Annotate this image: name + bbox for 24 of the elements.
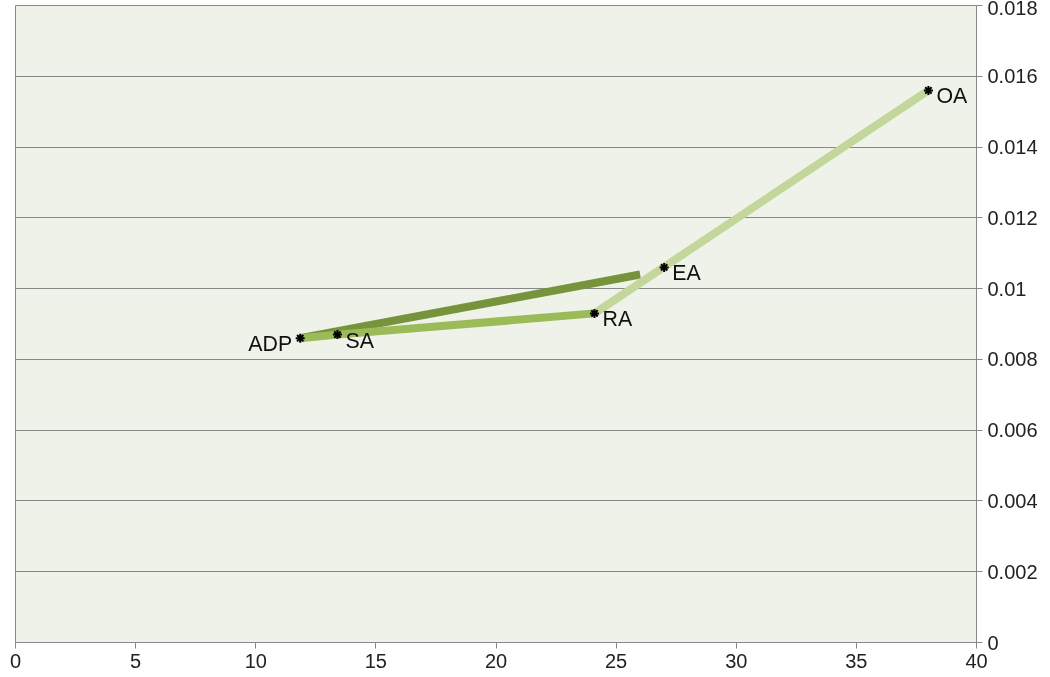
x-tick-label: 25	[605, 649, 628, 672]
y-tick-label: 0.01	[987, 277, 1027, 300]
y-tick-label: 0.004	[987, 489, 1038, 512]
y-tick-label: 0.012	[987, 206, 1038, 229]
annotation: EA	[672, 261, 702, 286]
x-tick-label: 5	[130, 649, 142, 672]
y-tick-label: 0.006	[987, 419, 1038, 442]
y-tick-label: 0.002	[987, 560, 1038, 583]
x-tick-label: 10	[244, 649, 267, 672]
annotation: ADP	[248, 332, 293, 357]
y-tick-label: 0.018	[987, 0, 1038, 19]
y-tick-label: 0.008	[987, 348, 1038, 371]
annotation: RA	[602, 307, 633, 332]
x-tick-label: 40	[965, 649, 988, 672]
x-tick-label: 15	[364, 649, 387, 672]
x-tick-label: 30	[725, 649, 748, 672]
y-tick-label: 0.014	[987, 136, 1038, 159]
annotation: SA	[345, 328, 375, 353]
x-tick-label: 0	[9, 649, 22, 672]
annotation: OA	[936, 84, 969, 109]
x-tick-label: 20	[484, 649, 508, 672]
x-tick-label: 35	[845, 649, 868, 672]
y-tick-label: 0.016	[987, 65, 1038, 88]
y-tick-label: 0	[987, 631, 999, 654]
